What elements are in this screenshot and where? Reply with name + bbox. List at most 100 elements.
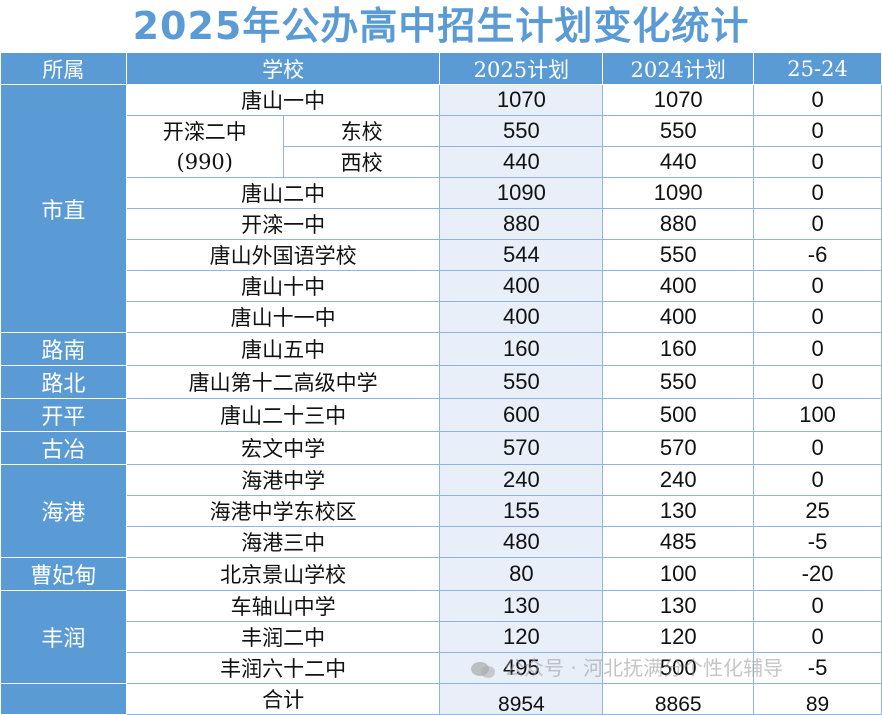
school-cell: 唐山五中 xyxy=(125,332,441,366)
plan-2025-cell: 550 xyxy=(439,115,604,147)
plan-2025-cell: 80 xyxy=(439,557,604,591)
plan-2024-cell: 500 xyxy=(602,652,755,684)
plan-2025-cell: 130 xyxy=(439,590,604,622)
diff-cell: 100 xyxy=(753,398,882,432)
plan-2024-cell: 400 xyxy=(602,301,755,333)
table-row: 开平 唐山二十三中 600 500 100 xyxy=(0,398,882,432)
header-row: 所属 学校 2025计划 2024计划 25-24 xyxy=(0,52,882,85)
total-district-cell xyxy=(0,683,127,715)
plan-2024-cell: 550 xyxy=(602,239,755,271)
plan-2024-cell: 485 xyxy=(602,526,755,558)
district-cell: 开平 xyxy=(0,398,127,432)
plan-2025-cell: 400 xyxy=(439,301,604,333)
district-cell: 市直 xyxy=(0,84,127,333)
school-cell: 丰润二中 xyxy=(125,621,441,653)
total-label: 合计 xyxy=(125,683,441,715)
diff-cell: 0 xyxy=(753,270,882,302)
district-cell: 路北 xyxy=(0,365,127,399)
table-row: 唐山十中 400 400 0 xyxy=(1,270,882,302)
plan-2025-cell: 160 xyxy=(439,332,604,366)
school-cell: 宏文中学 xyxy=(125,431,441,465)
plan-2024-cell: 570 xyxy=(602,431,755,465)
diff-cell: 0 xyxy=(753,590,882,622)
plan-2024-cell: 550 xyxy=(602,115,755,147)
plan-2025-cell: 1090 xyxy=(439,177,604,209)
table-row: 开滦二中 (990) 东校 550 550 0 xyxy=(1,115,882,178)
diff-cell: -5 xyxy=(753,526,882,558)
plan-2025-cell: 1070 xyxy=(439,84,604,116)
diff-cell: 0 xyxy=(753,146,882,178)
plan-2025-cell: 600 xyxy=(439,398,604,432)
plan-2024-cell: 100 xyxy=(602,557,755,591)
school-cell: 唐山外国语学校 xyxy=(125,239,441,271)
campus-cell: 东校 xyxy=(282,115,441,147)
diff-cell: 0 xyxy=(753,177,882,209)
plan-2024-cell: 440 xyxy=(602,146,755,178)
school-cell: 唐山一中 xyxy=(125,84,441,116)
header-school: 学校 xyxy=(125,52,441,85)
plan-2025-cell: 550 xyxy=(439,365,604,399)
header-district: 所属 xyxy=(0,52,127,85)
school-cell: 开滦一中 xyxy=(125,208,441,240)
school-group-name: 开滦二中 xyxy=(162,119,247,144)
school-cell: 唐山第十二高级中学 xyxy=(125,365,441,399)
diff-cell: -20 xyxy=(753,557,882,591)
header-2024: 2024计划 xyxy=(602,52,755,85)
watermark-text: 公众号 · 河北抚满分个性化辅导 xyxy=(504,656,784,680)
page-title: 2025年公办高中招生计划变化统计 xyxy=(132,4,750,48)
header-diff: 25-24 xyxy=(753,52,882,85)
diff-cell: 0 xyxy=(753,621,882,653)
school-group-note: (990) xyxy=(176,149,233,174)
diff-cell: 0 xyxy=(753,464,882,496)
plan-2024-cell: 550 xyxy=(602,365,755,399)
district-cell: 古冶 xyxy=(0,431,127,465)
plan-2024-cell: 1070 xyxy=(602,84,755,116)
table-row: 丰润六十二中 495 500 -5 xyxy=(1,652,882,684)
district-cell: 丰润 xyxy=(0,590,127,684)
total-diff: 89 xyxy=(753,683,882,715)
plan-2024-cell: 500 xyxy=(602,398,755,432)
diff-cell: 0 xyxy=(753,332,882,366)
total-row: 合计 8954 8865 89 xyxy=(0,683,882,715)
table-row: 西校 440 440 0 xyxy=(1,146,882,178)
table-row: 海港 海港中学 240 240 0 xyxy=(0,464,882,558)
school-cell: 海港中学 xyxy=(125,464,441,496)
district-cell: 海港 xyxy=(0,464,127,558)
diff-cell: 0 xyxy=(753,431,882,465)
school-cell: 北京景山学校 xyxy=(125,557,441,591)
diff-cell: 0 xyxy=(753,115,882,147)
plan-2025-cell: 480 xyxy=(439,526,604,558)
table-row: 曹妃甸 北京景山学校 80 100 -20 xyxy=(0,557,882,591)
school-group-cell: 开滦二中 (990) xyxy=(125,115,284,178)
table-row: 唐山十一中 400 400 0 xyxy=(1,301,882,333)
table-row: 唐山外国语学校 544 550 -6 xyxy=(1,239,882,271)
diff-cell: -5 xyxy=(753,652,882,684)
school-cell: 车轴山中学 xyxy=(125,590,441,622)
plan-2024-cell: 160 xyxy=(602,332,755,366)
school-cell: 唐山二十三中 xyxy=(125,398,441,432)
plan-2024-cell: 240 xyxy=(602,464,755,496)
plan-2025-cell: 570 xyxy=(439,431,604,465)
table-row: 丰润二中 120 120 0 xyxy=(1,621,882,653)
wechat-icon xyxy=(471,661,495,678)
school-cell: 海港三中 xyxy=(125,526,441,558)
school-cell: 海港中学东校区 xyxy=(125,495,441,527)
plan-2024-cell: 130 xyxy=(602,590,755,622)
enrollment-table: 所属 学校 2025计划 2024计划 25-24 市直 唐山一中 1070 1… xyxy=(0,52,882,715)
plan-2025-cell: 240 xyxy=(439,464,604,496)
diff-cell: 0 xyxy=(753,365,882,399)
table-row: 路北 唐山第十二高级中学 550 550 0 xyxy=(0,365,882,399)
table-row: 海港三中 480 485 -5 xyxy=(1,526,882,558)
watermark: 公众号 · 河北抚满分个性化辅导 xyxy=(470,652,783,681)
table-row: 丰润 车轴山中学 130 130 0 xyxy=(0,590,882,684)
plan-2025-cell: 440 xyxy=(439,146,604,178)
plan-2025-cell: 880 xyxy=(439,208,604,240)
school-cell: 唐山二中 xyxy=(125,177,441,209)
diff-cell: 0 xyxy=(753,84,882,116)
plan-2025-cell: 155 xyxy=(439,495,604,527)
plan-2024-cell: 1090 xyxy=(602,177,755,209)
diff-cell: 0 xyxy=(753,301,882,333)
campus-cell: 西校 xyxy=(282,146,441,178)
school-cell: 丰润六十二中 xyxy=(125,652,441,684)
table-row: 古冶 宏文中学 570 570 0 xyxy=(0,431,882,465)
